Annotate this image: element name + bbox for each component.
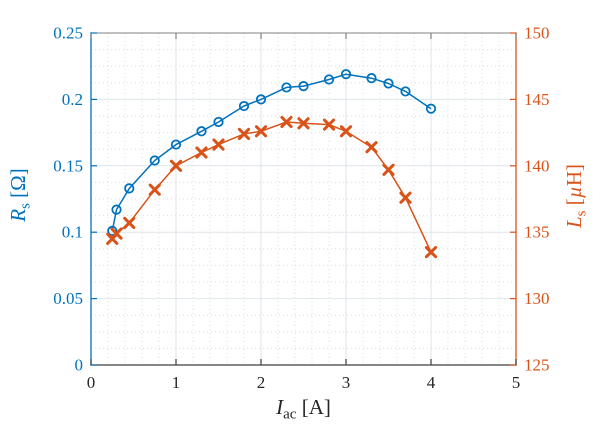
tick-label: 140 bbox=[524, 156, 550, 175]
left-axis-label: Rs [Ω] bbox=[6, 168, 34, 223]
tick-label: 0.25 bbox=[53, 24, 83, 43]
tick-label: 0.05 bbox=[53, 289, 83, 308]
axes-frame bbox=[90, 32, 517, 366]
series-r-s-line bbox=[111, 73, 432, 232]
svg-text:Ls [µH]: Ls [µH] bbox=[562, 164, 590, 229]
tick-label: 135 bbox=[524, 223, 550, 242]
svg-text:Rs [Ω]: Rs [Ω] bbox=[6, 168, 34, 223]
svg-text:Iac [A]: Iac [A] bbox=[275, 395, 331, 423]
series-r-s-markers bbox=[107, 69, 437, 236]
tick-label: 145 bbox=[524, 90, 550, 109]
tick-label: 0 bbox=[87, 373, 96, 392]
grid-major bbox=[91, 33, 516, 365]
tick-label: 0 bbox=[75, 356, 84, 375]
tick-label: 2 bbox=[257, 373, 266, 392]
tick-label: 0.1 bbox=[62, 223, 83, 242]
tick-label: 130 bbox=[524, 289, 550, 308]
tick-label: 125 bbox=[524, 356, 550, 375]
tick-label: 0.15 bbox=[53, 156, 83, 175]
right-tick-labels: 125 130 135 140 145 150 bbox=[524, 24, 550, 375]
tick-label: 5 bbox=[512, 373, 521, 392]
tick-label: 3 bbox=[342, 373, 351, 392]
tick-label: 1 bbox=[172, 373, 181, 392]
tick-label: 0.2 bbox=[62, 90, 83, 109]
series-l-s-markers bbox=[106, 115, 438, 259]
x-tick-labels: 0 1 2 3 4 5 bbox=[87, 373, 521, 392]
left-tick-labels: 0 0.05 0.1 0.15 0.2 0.25 bbox=[53, 24, 83, 375]
right-axis-label: Ls [µH] bbox=[562, 164, 590, 229]
tick-marks bbox=[90, 32, 517, 366]
tick-label: 150 bbox=[524, 24, 550, 43]
tick-label: 4 bbox=[427, 373, 436, 392]
x-axis-label: Iac [A] bbox=[275, 395, 331, 423]
